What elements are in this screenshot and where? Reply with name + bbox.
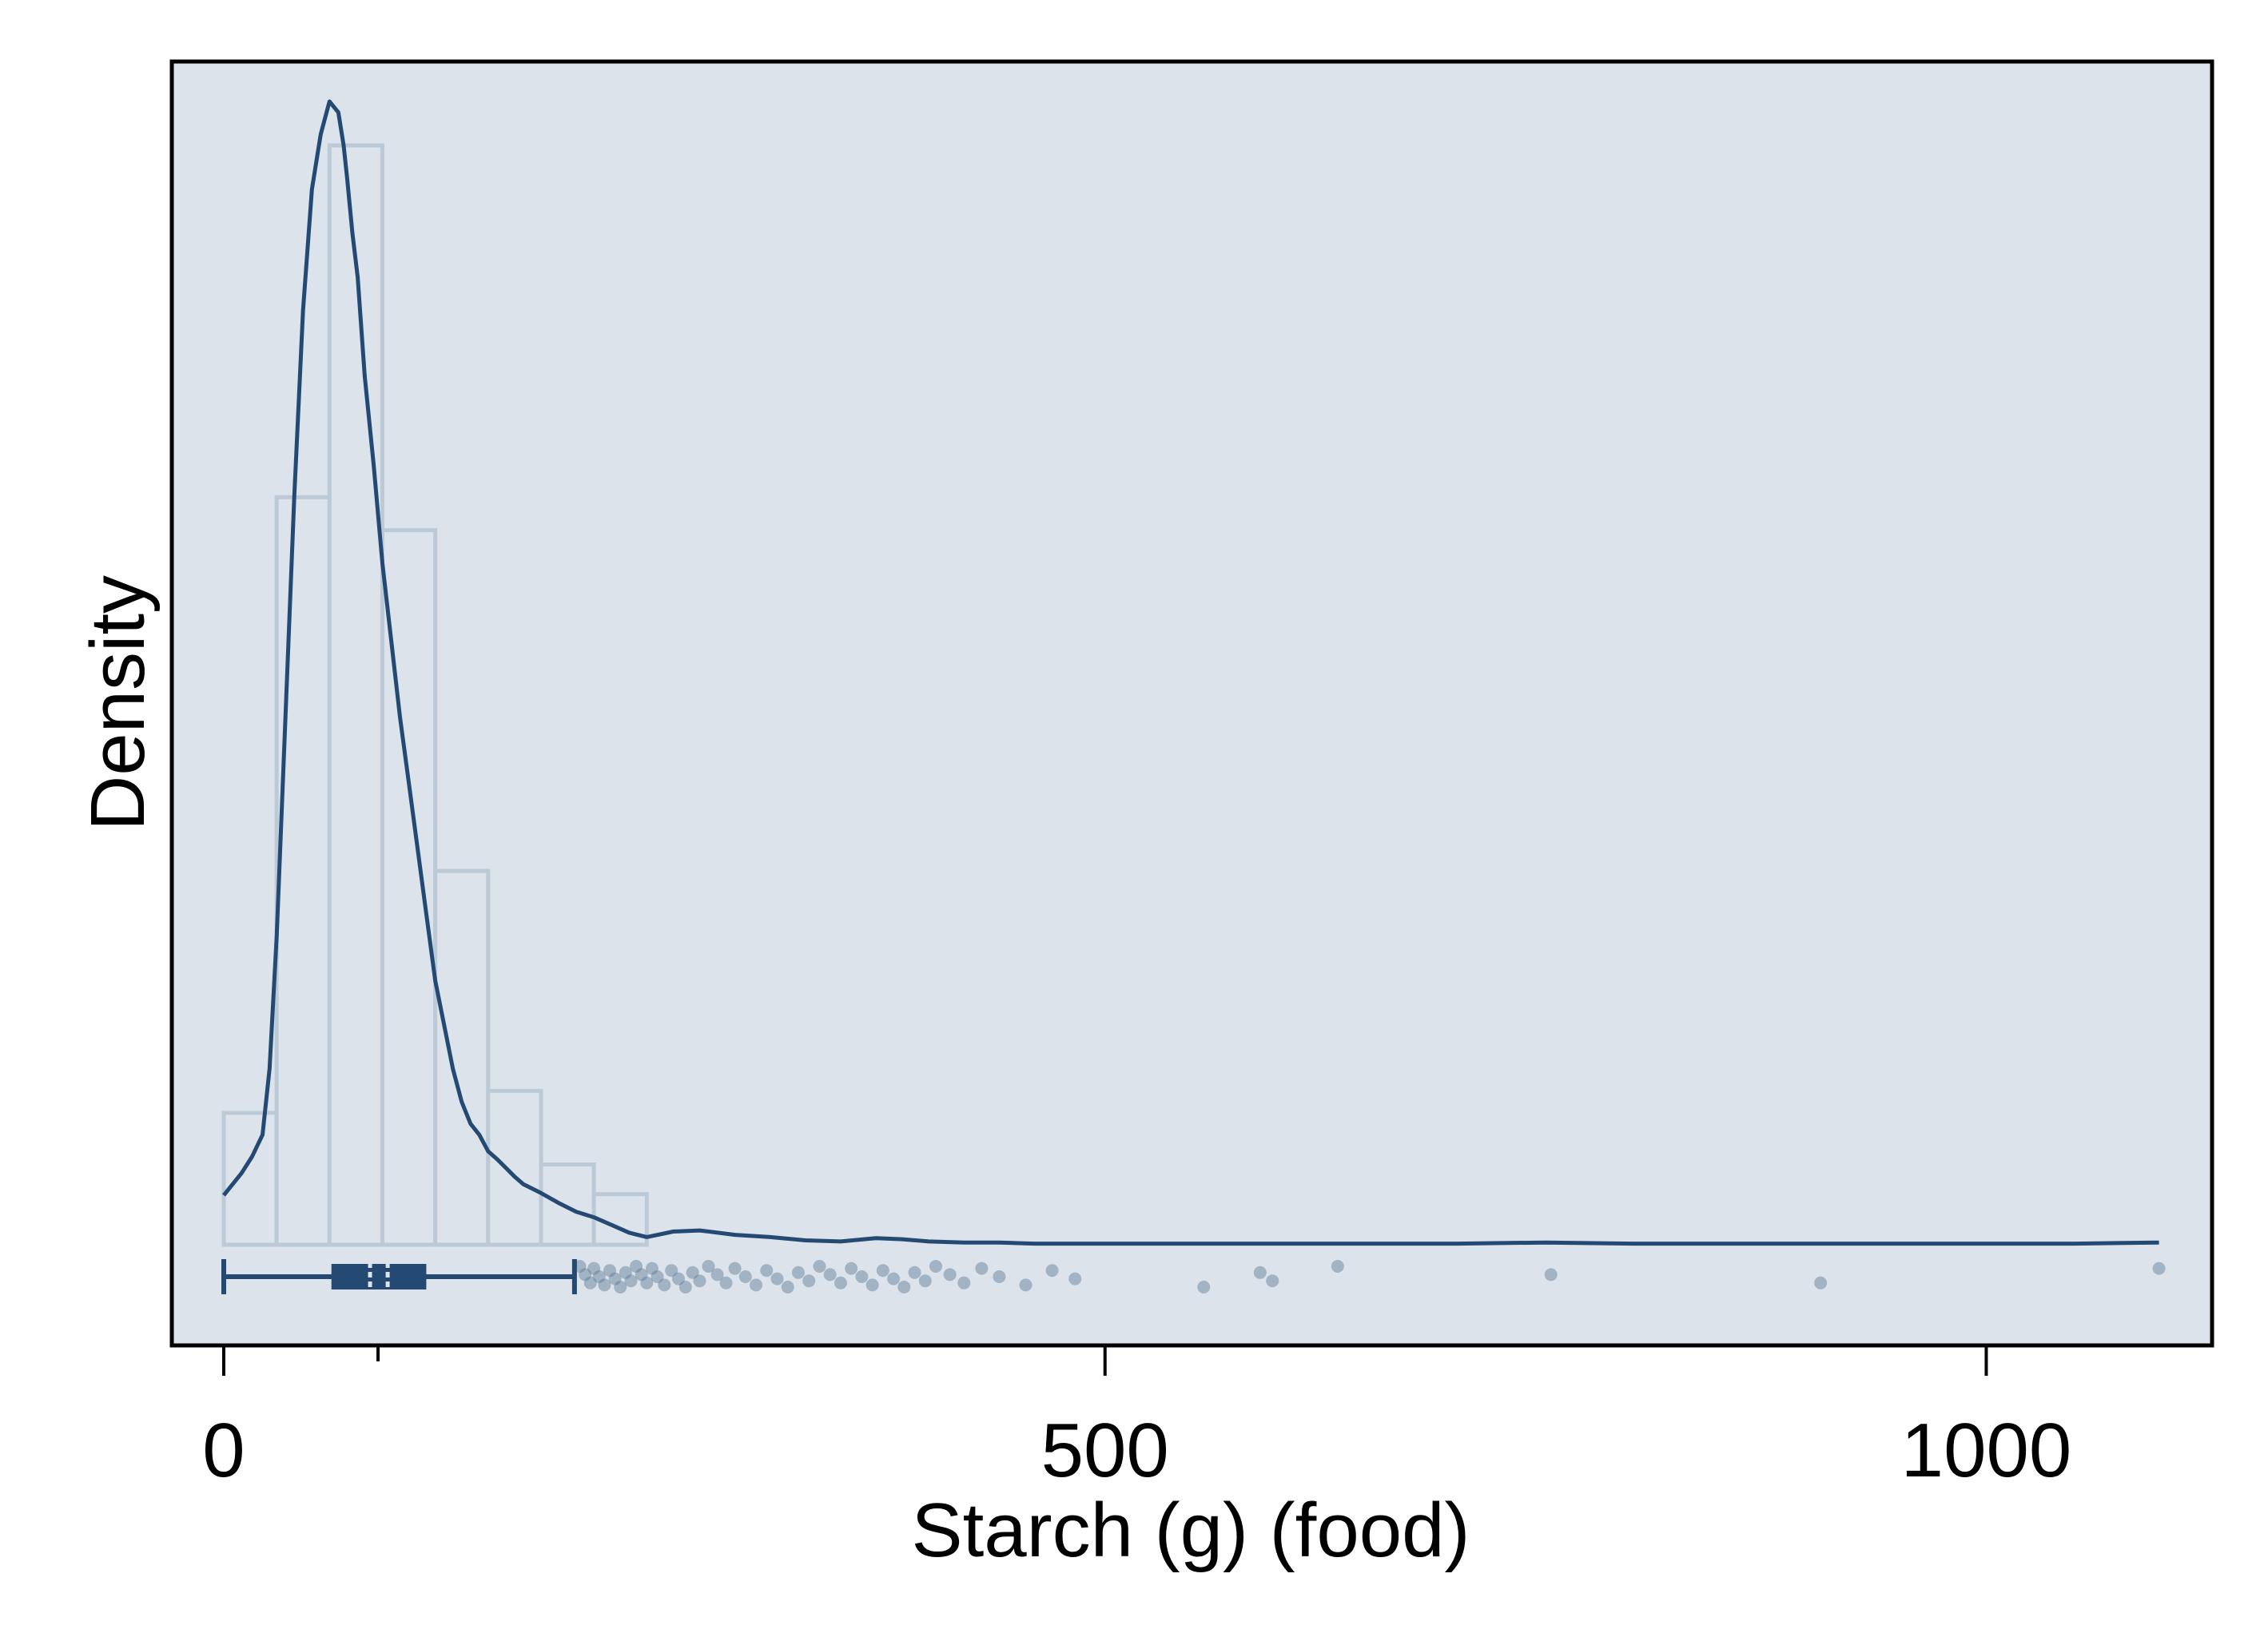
outlier-point (587, 1262, 601, 1275)
outlier-point (1253, 1266, 1267, 1279)
x-tick-label: 0 (202, 1408, 245, 1493)
outlier-point (760, 1264, 774, 1277)
outlier-point (598, 1278, 611, 1292)
outlier-point (614, 1281, 627, 1293)
outlier-point (592, 1270, 606, 1283)
outlier-point (918, 1274, 932, 1288)
outlier-point (2152, 1262, 2166, 1275)
histogram-bar-6 (486, 1088, 543, 1247)
outlier-point (943, 1268, 957, 1281)
outlier-point (823, 1268, 837, 1281)
outlier-point (645, 1262, 659, 1275)
outlier-point (738, 1270, 752, 1283)
outlier-point (651, 1270, 664, 1283)
x-axis-title: Starch (g) (food) (912, 1488, 1470, 1573)
outlier-point (635, 1268, 648, 1281)
outlier-point (640, 1276, 654, 1289)
outlier-point (719, 1276, 733, 1289)
outlier-point (630, 1260, 643, 1273)
histogram-bar-2 (274, 495, 332, 1247)
outlier-point (834, 1276, 847, 1289)
outlier-point (781, 1281, 794, 1293)
outlier-point (608, 1272, 622, 1285)
histogram-bar-5 (433, 868, 491, 1247)
histogram-bar-7 (539, 1162, 596, 1247)
outlier-point (1814, 1276, 1828, 1289)
outlier-point (1331, 1260, 1344, 1273)
y-axis-title: Density (75, 575, 161, 831)
outlier-point (728, 1262, 742, 1275)
outlier-point (770, 1272, 784, 1285)
outlier-point (678, 1281, 692, 1293)
histogram-bar-3 (327, 143, 384, 1247)
outlier-point (845, 1262, 858, 1275)
outlier-point (619, 1266, 632, 1279)
outlier-point (624, 1274, 638, 1288)
outlier-point (908, 1266, 921, 1279)
outlier-point (710, 1268, 724, 1281)
outlier-point (993, 1270, 1006, 1283)
outlier-point (975, 1262, 989, 1275)
outlier-point (583, 1276, 597, 1289)
outlier-points (573, 1260, 2166, 1293)
outlier-point (929, 1260, 943, 1273)
x-axis-ticks: 0 500 1000 (202, 1345, 2071, 1493)
outlier-point (1544, 1268, 1558, 1281)
histogram-bar-1 (221, 1111, 279, 1247)
outlier-point (802, 1274, 816, 1288)
outlier-point (693, 1274, 706, 1288)
outlier-point (702, 1260, 715, 1273)
outlier-point (855, 1270, 869, 1283)
outlier-point (1019, 1278, 1033, 1292)
x-tick-label: 500 (1041, 1408, 1169, 1493)
outlier-point (876, 1264, 889, 1277)
outlier-point (658, 1278, 671, 1292)
outlier-point (897, 1281, 911, 1293)
outlier-point (750, 1278, 763, 1292)
plot-frame (169, 59, 2214, 1348)
outlier-point (865, 1278, 879, 1292)
histogram-bars (221, 143, 649, 1247)
boxplot (221, 1259, 577, 1294)
density-curve (222, 99, 2159, 1246)
outlier-point (1197, 1281, 1211, 1293)
outlier-point (686, 1266, 699, 1279)
outlier-point (672, 1272, 686, 1285)
outlier-point (791, 1266, 805, 1279)
outlier-point (1068, 1272, 1082, 1285)
outlier-point (887, 1272, 901, 1285)
outlier-point (665, 1264, 678, 1277)
outlier-point (1266, 1274, 1279, 1288)
x-tick-label: 1000 (1901, 1408, 2072, 1493)
outlier-point (957, 1276, 971, 1289)
outlier-point (603, 1264, 616, 1277)
box-iqr (331, 1264, 427, 1289)
outlier-point (1045, 1264, 1059, 1277)
outlier-point (579, 1268, 592, 1281)
outlier-point (813, 1260, 826, 1273)
